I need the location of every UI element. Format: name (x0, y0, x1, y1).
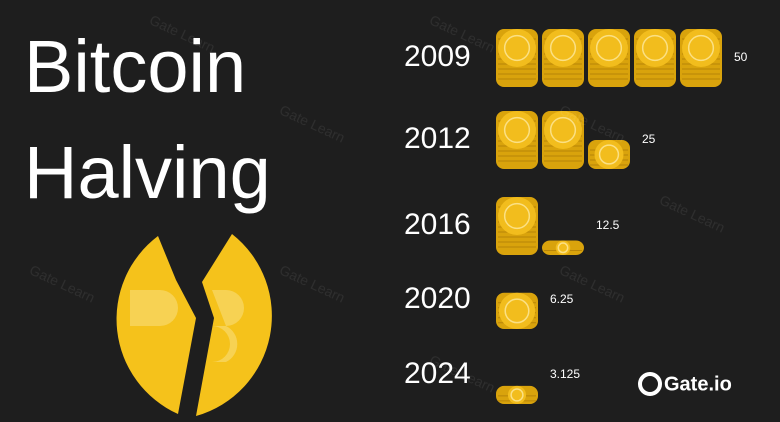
coin-row (496, 29, 722, 87)
coin-face (544, 29, 582, 67)
watermark: Gate Learn (657, 192, 727, 236)
coin-ring (503, 116, 531, 144)
coin-face (590, 29, 628, 67)
value-label: 12.5 (596, 218, 620, 232)
coin-ring (503, 202, 531, 230)
brand-name: Gate.io (664, 373, 732, 395)
broken-coin (116, 234, 272, 416)
coin-half (196, 234, 272, 416)
category-label: 2020 (404, 282, 471, 315)
brand-logo (638, 372, 662, 396)
coin-symbol (130, 290, 178, 326)
coin-ring (503, 34, 531, 62)
coin-ring (510, 388, 524, 402)
coin-face (498, 111, 536, 149)
coin-face (594, 140, 624, 169)
coin-ring (687, 34, 715, 62)
coin-row (496, 197, 584, 255)
watermark: Gate Learn (277, 262, 347, 306)
coin-face (682, 29, 720, 67)
coin-ring (598, 144, 620, 165)
coin-face (498, 29, 536, 67)
coin-ring (595, 34, 623, 62)
category-label: 2024 (404, 357, 471, 390)
brand: Gate.io (638, 372, 732, 396)
value-label: 50 (734, 50, 748, 64)
coin-face (498, 197, 536, 235)
value-label: 25 (642, 132, 656, 146)
value-label: 3.125 (550, 367, 580, 381)
coin-row (496, 111, 630, 169)
coin-row (496, 385, 538, 404)
coin-face (636, 29, 674, 67)
coin-ring (504, 298, 530, 324)
chart-title: Bitcoin Halving (24, 25, 271, 214)
coin-ring (557, 242, 569, 254)
watermark: Gate Learn (27, 262, 97, 306)
coin-row (496, 292, 538, 329)
coin-face (544, 111, 582, 149)
category-label: 2009 (404, 40, 471, 73)
coin-ring (549, 34, 577, 62)
coin-ring (549, 116, 577, 144)
category-label: 2016 (404, 208, 471, 241)
coin-symbol (212, 290, 244, 362)
coin-ring (641, 34, 669, 62)
coin-face (498, 292, 536, 329)
category-label: 2012 (404, 122, 471, 155)
value-label: 6.25 (550, 292, 574, 306)
